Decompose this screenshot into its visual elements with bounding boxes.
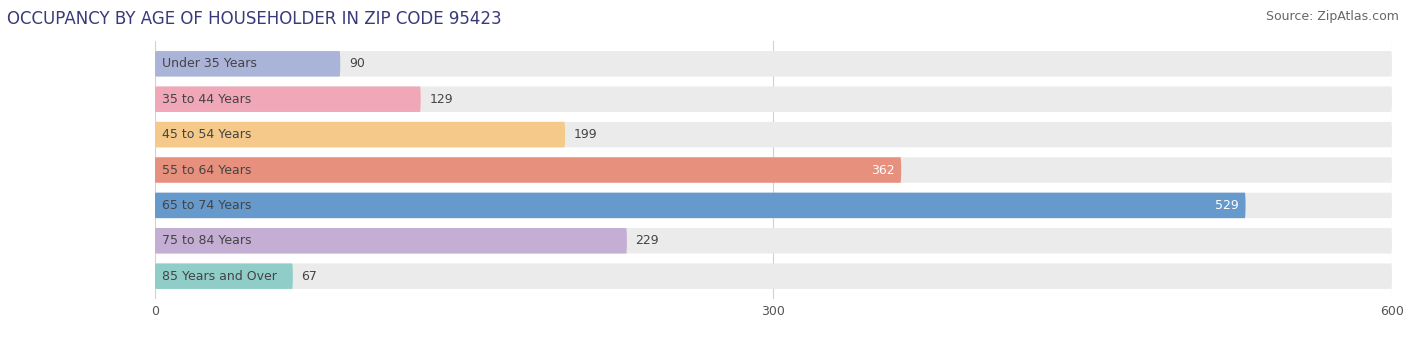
FancyBboxPatch shape [155, 157, 1392, 183]
FancyBboxPatch shape [155, 122, 565, 147]
FancyBboxPatch shape [155, 228, 1392, 254]
FancyBboxPatch shape [155, 51, 1392, 76]
FancyBboxPatch shape [155, 193, 1392, 218]
Text: 85 Years and Over: 85 Years and Over [162, 270, 277, 283]
Text: Under 35 Years: Under 35 Years [162, 57, 257, 70]
FancyBboxPatch shape [155, 193, 1246, 218]
Text: 35 to 44 Years: 35 to 44 Years [162, 93, 252, 106]
Text: 199: 199 [574, 128, 598, 141]
FancyBboxPatch shape [155, 122, 1392, 147]
Text: 529: 529 [1215, 199, 1239, 212]
FancyBboxPatch shape [155, 157, 901, 183]
FancyBboxPatch shape [155, 51, 340, 76]
FancyBboxPatch shape [155, 86, 1392, 112]
FancyBboxPatch shape [155, 228, 627, 254]
Text: 65 to 74 Years: 65 to 74 Years [162, 199, 252, 212]
Text: OCCUPANCY BY AGE OF HOUSEHOLDER IN ZIP CODE 95423: OCCUPANCY BY AGE OF HOUSEHOLDER IN ZIP C… [7, 10, 502, 28]
Text: 90: 90 [349, 57, 364, 70]
Text: 67: 67 [301, 270, 318, 283]
FancyBboxPatch shape [155, 264, 292, 289]
Text: 45 to 54 Years: 45 to 54 Years [162, 128, 252, 141]
Text: 362: 362 [870, 164, 894, 176]
FancyBboxPatch shape [155, 264, 1392, 289]
FancyBboxPatch shape [155, 86, 420, 112]
Text: 55 to 64 Years: 55 to 64 Years [162, 164, 252, 176]
Text: 75 to 84 Years: 75 to 84 Years [162, 234, 252, 247]
Text: 129: 129 [429, 93, 453, 106]
Text: 229: 229 [636, 234, 659, 247]
Text: Source: ZipAtlas.com: Source: ZipAtlas.com [1265, 10, 1399, 23]
